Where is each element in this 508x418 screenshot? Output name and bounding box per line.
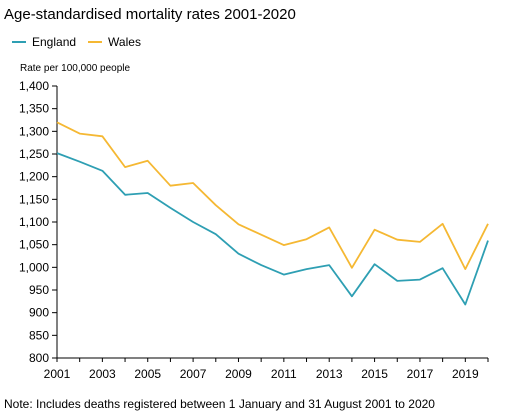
x-tick-label: 2015 bbox=[361, 367, 388, 381]
legend-item-england: England bbox=[12, 35, 76, 49]
y-tick-label: 950 bbox=[29, 283, 49, 297]
y-tick-label: 1,350 bbox=[19, 102, 49, 116]
legend-label-wales: Wales bbox=[108, 35, 141, 49]
x-tick-label: 2017 bbox=[407, 367, 434, 381]
x-tick-label: 2003 bbox=[89, 367, 116, 381]
y-tick-label: 1,050 bbox=[19, 238, 49, 252]
legend-swatch-england bbox=[12, 41, 26, 43]
series-line-wales bbox=[56, 121, 489, 271]
y-axis-label: Rate per 100,000 people bbox=[20, 63, 131, 74]
y-tick-label: 1,300 bbox=[19, 124, 49, 138]
y-tick-label: 1,150 bbox=[19, 192, 49, 206]
x-tick-label: 2013 bbox=[316, 367, 343, 381]
y-tick-label: 1,100 bbox=[19, 215, 49, 229]
legend-swatch-wales bbox=[88, 41, 103, 43]
series-line-england bbox=[56, 152, 489, 306]
legend-label-england: England bbox=[32, 35, 77, 49]
x-tick-label: 2001 bbox=[44, 367, 71, 381]
x-tick-label: 2007 bbox=[180, 367, 207, 381]
y-tick-label: 800 bbox=[29, 351, 49, 365]
y-tick-label: 1,000 bbox=[19, 260, 49, 274]
legend: England Wales bbox=[12, 35, 153, 49]
y-tick-label: 1,400 bbox=[19, 79, 49, 93]
x-tick-label: 2009 bbox=[225, 367, 252, 381]
x-tick-label: 2019 bbox=[452, 367, 479, 381]
x-tick-label: 2011 bbox=[271, 367, 297, 381]
x-tick-label: 2005 bbox=[134, 367, 161, 381]
chart-note: Note: Includes deaths registered between… bbox=[4, 397, 435, 411]
y-tick-label: 1,250 bbox=[19, 147, 49, 161]
y-tick-label: 1,200 bbox=[19, 170, 49, 184]
y-tick-label: 900 bbox=[29, 306, 49, 320]
legend-item-wales: Wales bbox=[88, 35, 141, 49]
y-tick-label: 850 bbox=[29, 328, 49, 342]
chart-subtitle: Age-standardised mortality rates 2001-20… bbox=[4, 6, 296, 23]
